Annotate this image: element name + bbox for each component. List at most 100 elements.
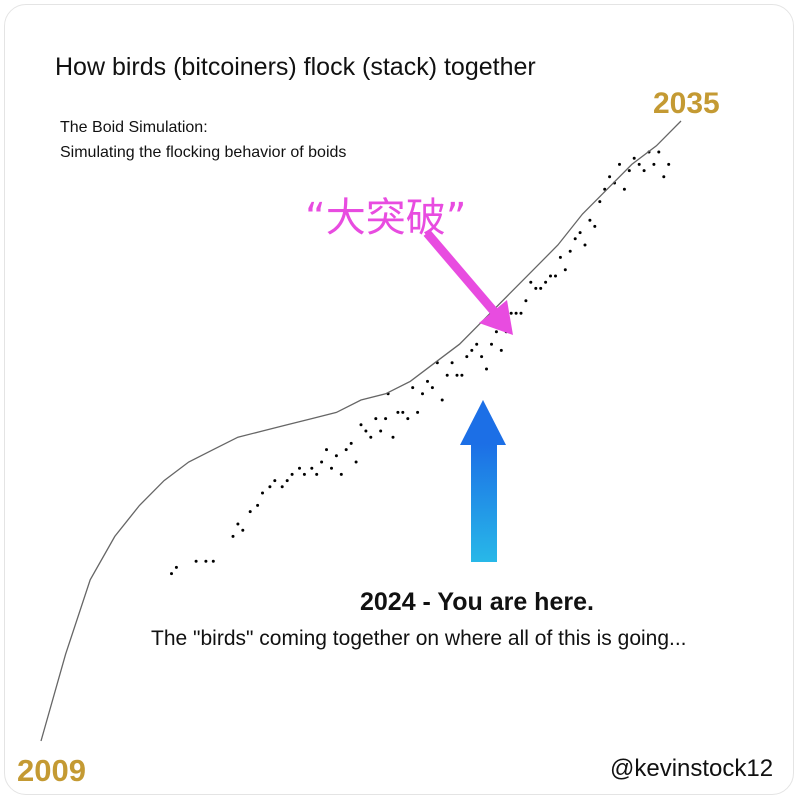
boid-point <box>568 249 572 253</box>
boid-point <box>455 373 459 377</box>
boid-point <box>534 286 538 290</box>
boid-point <box>598 200 602 204</box>
boid-point <box>256 503 260 507</box>
boid-point <box>480 355 484 359</box>
boid-point <box>583 243 587 247</box>
boid-point <box>204 559 208 563</box>
boid-point <box>406 417 410 421</box>
boid-point <box>618 162 621 166</box>
boid-point <box>384 417 388 421</box>
boid-point <box>627 169 631 173</box>
boid-point <box>349 441 353 445</box>
boid-point <box>261 491 264 495</box>
boid-point <box>460 373 464 377</box>
boid-point <box>426 379 429 383</box>
boid-point <box>509 311 513 315</box>
boid-point <box>231 534 235 538</box>
boid-point <box>248 510 252 514</box>
breakout-label: “大突破” <box>305 195 467 241</box>
boid-point <box>470 348 474 352</box>
boid-point <box>325 448 328 452</box>
boid-point <box>642 169 646 173</box>
boid-point <box>430 386 434 390</box>
boid-point <box>529 280 533 284</box>
boid-point <box>450 361 454 365</box>
boid-point <box>290 472 294 476</box>
boid-point <box>379 429 383 433</box>
subtitle-line-1: The Boid Simulation: <box>60 119 208 136</box>
boid-point <box>416 410 420 414</box>
boid-point <box>588 218 592 222</box>
subtitle-line-2: Simulating the flocking behavior of boid… <box>60 144 347 161</box>
boid-point <box>364 429 368 433</box>
boid-point <box>475 342 479 346</box>
boid-point <box>558 255 562 259</box>
boid-point <box>280 485 284 489</box>
boid-point <box>211 559 215 563</box>
boid-point <box>667 162 671 166</box>
breakout-arrow <box>423 230 513 335</box>
boid-point <box>593 224 597 228</box>
boid-point <box>544 280 548 284</box>
boid-point <box>320 460 324 464</box>
boid-point <box>411 386 415 390</box>
boid-point <box>236 522 240 526</box>
chart-title: How birds (bitcoiners) flock (stack) tog… <box>55 53 536 81</box>
boid-dots <box>170 150 671 576</box>
boid-point <box>391 435 395 439</box>
author-handle: @kevinstock12 <box>610 755 774 782</box>
you-are-here-caption: The "birds" coming together on where all… <box>151 627 687 650</box>
boid-point <box>285 479 289 483</box>
boid-point <box>519 311 523 315</box>
flock-trend-curve <box>40 120 682 742</box>
boid-point <box>174 565 178 569</box>
boid-point <box>339 472 343 476</box>
boid-point <box>374 417 378 421</box>
boid-point <box>524 299 528 303</box>
boid-point <box>354 460 358 464</box>
boid-point <box>573 237 577 241</box>
boid-point <box>334 454 338 458</box>
boid-point <box>632 156 636 160</box>
end-year-label: 2035 <box>653 87 720 120</box>
boid-point <box>310 466 314 470</box>
boid-point <box>662 175 666 179</box>
boid-point <box>344 448 348 452</box>
boid-point <box>578 231 582 235</box>
card-frame: How birds (bitcoiners) flock (stack) tog… <box>4 4 794 795</box>
boid-point <box>421 392 424 396</box>
boid-point <box>539 286 543 290</box>
boid-point <box>369 435 373 439</box>
boid-point <box>603 187 607 191</box>
boid-point <box>657 150 661 154</box>
boid-point <box>494 330 498 334</box>
you-are-here-label: 2024 - You are here. <box>360 588 594 616</box>
boid-point <box>549 274 552 278</box>
boid-point <box>401 410 405 414</box>
boid-point <box>445 373 449 377</box>
boid-point <box>241 528 245 532</box>
boid-point <box>554 274 557 278</box>
you-are-here-arrow <box>460 400 506 562</box>
boid-point <box>268 485 272 489</box>
boid-point <box>440 398 444 402</box>
boid-point <box>298 466 301 470</box>
boid-point <box>170 572 173 576</box>
boid-point <box>652 162 656 166</box>
start-year-label: 2009 <box>17 753 86 788</box>
boid-point <box>359 423 363 427</box>
boid-point <box>273 479 277 483</box>
boid-point <box>637 162 641 166</box>
boid-point <box>499 348 503 352</box>
boid-point <box>330 466 333 470</box>
boid-point <box>514 311 518 315</box>
boid-point <box>622 187 626 191</box>
boid-point <box>608 175 612 179</box>
boid-point <box>465 355 469 359</box>
boid-point <box>194 559 198 563</box>
boid-point <box>302 472 306 476</box>
boid-point <box>563 268 567 272</box>
boid-point <box>490 342 493 346</box>
boid-point <box>485 367 488 371</box>
boid-point <box>396 410 400 414</box>
